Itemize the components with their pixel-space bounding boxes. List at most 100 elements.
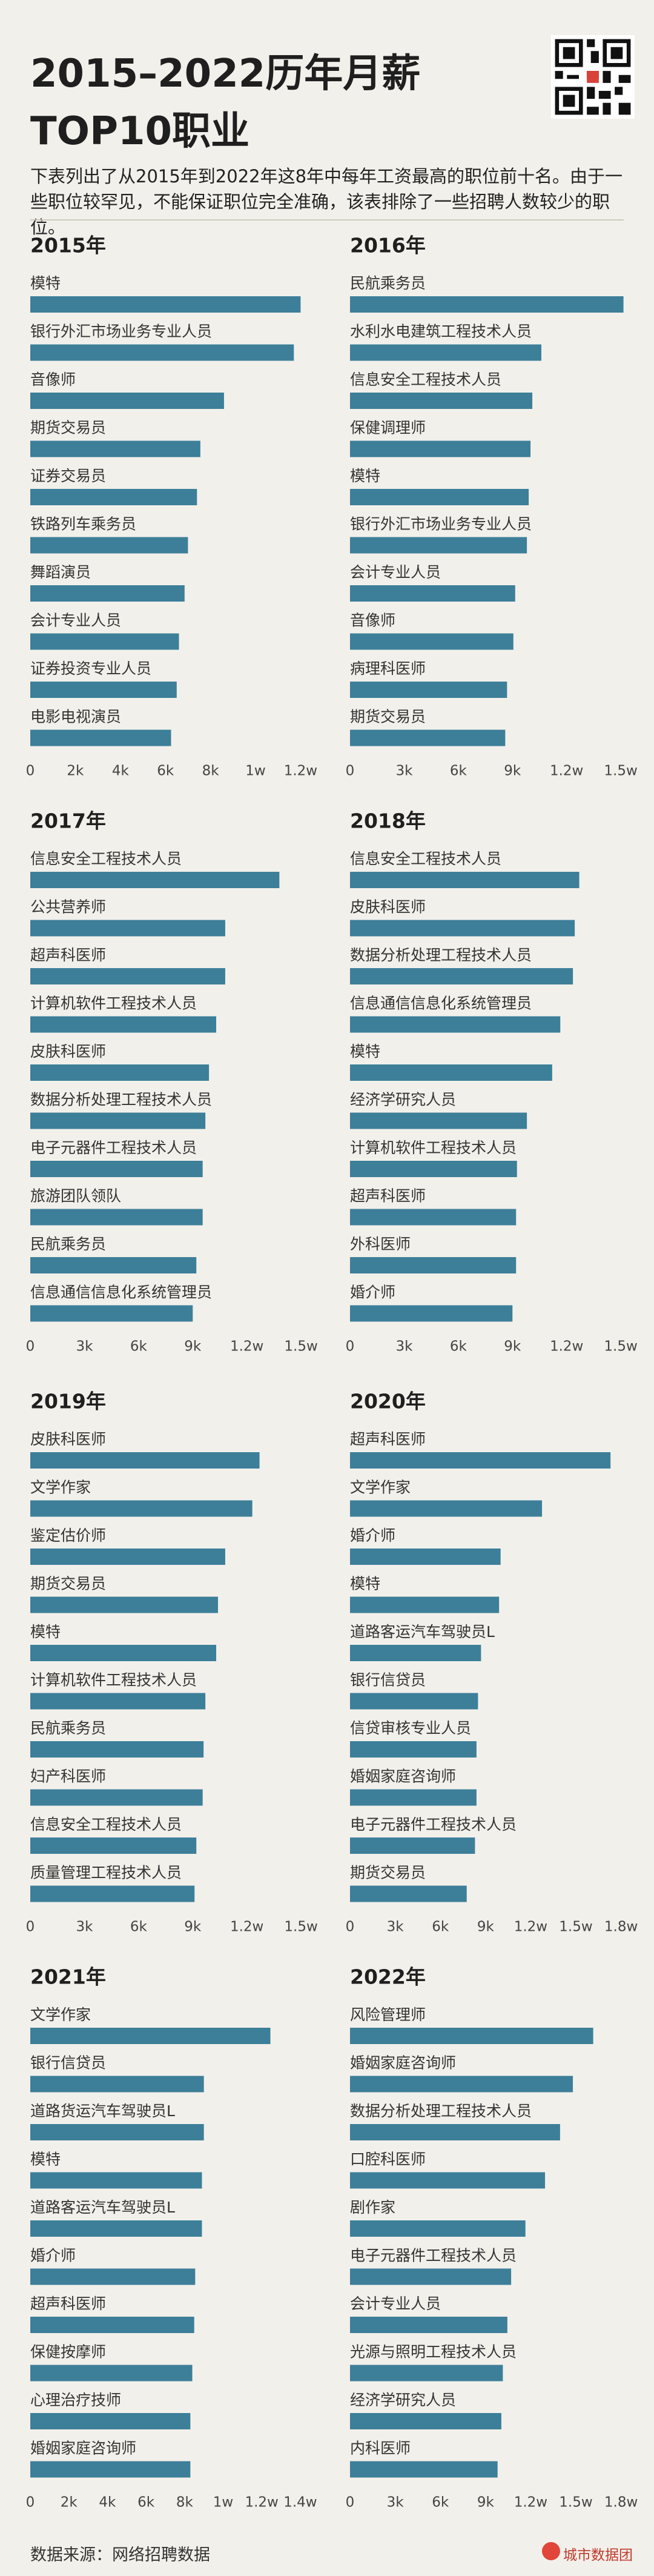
x-tick-label: 9k xyxy=(184,1919,202,1935)
x-tick-label: 1.5w xyxy=(604,1339,637,1355)
category-label: 道路客运汽车驾驶员L xyxy=(350,1623,495,1641)
bar xyxy=(350,2365,503,2382)
category-label: 婚介师 xyxy=(350,1527,395,1544)
bar xyxy=(30,2413,191,2429)
category-label: 婚姻家庭咨询师 xyxy=(350,1768,456,1785)
bar xyxy=(30,2220,202,2237)
category-label: 计算机软件工程技术人员 xyxy=(350,1139,517,1157)
x-tick-label: 1.5w xyxy=(559,1919,592,1935)
category-label: 婚姻家庭咨询师 xyxy=(350,2054,456,2072)
category-label: 银行信贷员 xyxy=(350,1671,426,1689)
x-tick-label: 0 xyxy=(346,763,355,779)
category-label: 期货交易员 xyxy=(30,419,106,437)
category-label: 计算机软件工程技术人员 xyxy=(30,1671,197,1689)
bar xyxy=(30,1789,203,1806)
bar xyxy=(30,2268,196,2285)
category-label: 银行信贷员 xyxy=(30,2054,106,2072)
x-tick-label: 3k xyxy=(387,1919,405,1935)
x-tick-label: 0 xyxy=(346,1339,355,1355)
category-label: 数据分析处理工程技术人员 xyxy=(350,946,532,964)
x-tick-label: 1.2w xyxy=(284,763,317,779)
bar xyxy=(350,537,527,554)
x-tick-label: 1.8w xyxy=(604,1919,638,1935)
bar xyxy=(350,1016,561,1033)
category-label: 模特 xyxy=(30,274,61,292)
x-tick-label: 8k xyxy=(202,763,220,779)
x-tick-label: 1.2w xyxy=(550,1339,583,1355)
x-tick-label: 0 xyxy=(346,2495,355,2511)
bar xyxy=(350,1645,481,1661)
x-tick-label: 3k xyxy=(76,1919,93,1935)
bar xyxy=(350,1209,517,1226)
x-tick-label: 6k xyxy=(450,1339,467,1355)
bar xyxy=(350,1789,477,1806)
chart-title: 2021年 xyxy=(30,1965,106,1989)
category-label: 数据分析处理工程技术人员 xyxy=(350,2102,532,2120)
category-label: 风险管理师 xyxy=(350,2006,426,2023)
bar xyxy=(350,296,624,313)
bar xyxy=(30,489,197,505)
category-label: 保健按摩师 xyxy=(30,2343,106,2361)
category-label: 期货交易员 xyxy=(350,708,426,726)
chart-title: 2018年 xyxy=(350,809,426,833)
bar xyxy=(30,1645,217,1661)
bar xyxy=(350,1500,543,1517)
x-tick-label: 6k xyxy=(157,763,174,779)
x-tick-label: 3k xyxy=(76,1339,93,1355)
x-tick-label: 1.8w xyxy=(604,2495,638,2511)
category-label: 文学作家 xyxy=(30,1479,91,1496)
x-tick-label: 6k xyxy=(432,2495,449,2511)
x-tick-label: 3k xyxy=(387,2495,405,2511)
category-label: 婚介师 xyxy=(30,2247,76,2265)
x-tick-label: 1.2w xyxy=(514,1919,547,1935)
category-label: 信贷审核专业人员 xyxy=(350,1719,471,1737)
x-tick-label: 1.5w xyxy=(559,2495,592,2511)
bar xyxy=(350,1837,475,1854)
category-label: 婚介师 xyxy=(350,1284,395,1301)
bar xyxy=(30,2028,271,2044)
category-label: 音像师 xyxy=(30,371,76,388)
category-label: 皮肤科医师 xyxy=(30,1043,106,1060)
category-label: 口腔科医师 xyxy=(350,2151,426,2168)
bar xyxy=(30,296,301,313)
category-label: 信息通信信息化系统管理员 xyxy=(350,995,532,1012)
category-label: 文学作家 xyxy=(350,1479,411,1496)
bar xyxy=(350,1693,478,1710)
title: TOP10职业 xyxy=(30,109,250,154)
category-label: 皮肤科医师 xyxy=(30,1430,106,1448)
bar xyxy=(350,489,529,505)
bar xyxy=(350,872,580,888)
x-tick-label: 4k xyxy=(112,763,130,779)
x-tick-label: 1.5w xyxy=(284,1919,317,1935)
bar xyxy=(30,2317,194,2333)
category-label: 电子元器件工程技术人员 xyxy=(350,2247,517,2265)
category-label: 民航乘务员 xyxy=(350,274,426,292)
chart-title: 2022年 xyxy=(350,1965,426,1989)
x-tick-label: 0 xyxy=(26,1339,35,1355)
bar xyxy=(30,1161,203,1177)
category-label: 外科医师 xyxy=(350,1235,411,1253)
bar xyxy=(30,968,225,984)
x-tick-label: 2k xyxy=(61,2495,78,2511)
source: 数据来源：网络招聘数据 xyxy=(30,2546,210,2564)
bar xyxy=(350,1305,513,1322)
bar xyxy=(30,1257,197,1273)
x-tick-label: 4k xyxy=(99,2495,116,2511)
bar xyxy=(350,1452,611,1469)
bar xyxy=(30,682,177,698)
x-tick-label: 8k xyxy=(176,2495,194,2511)
bar xyxy=(350,1064,552,1081)
category-label: 会计专业人员 xyxy=(350,2295,441,2312)
category-label: 信息安全工程技术人员 xyxy=(30,850,182,868)
x-tick-label: 1.2w xyxy=(514,2495,547,2511)
x-tick-label: 0 xyxy=(26,763,35,779)
bar xyxy=(350,1257,517,1273)
category-label: 模特 xyxy=(30,2151,61,2168)
x-tick-label: 6k xyxy=(130,1339,148,1355)
category-label: 模特 xyxy=(350,467,380,485)
category-label: 妇产科医师 xyxy=(30,1768,106,1785)
category-label: 电子元器件工程技术人员 xyxy=(350,1816,517,1833)
brand: 城市数据团 xyxy=(563,2548,633,2563)
